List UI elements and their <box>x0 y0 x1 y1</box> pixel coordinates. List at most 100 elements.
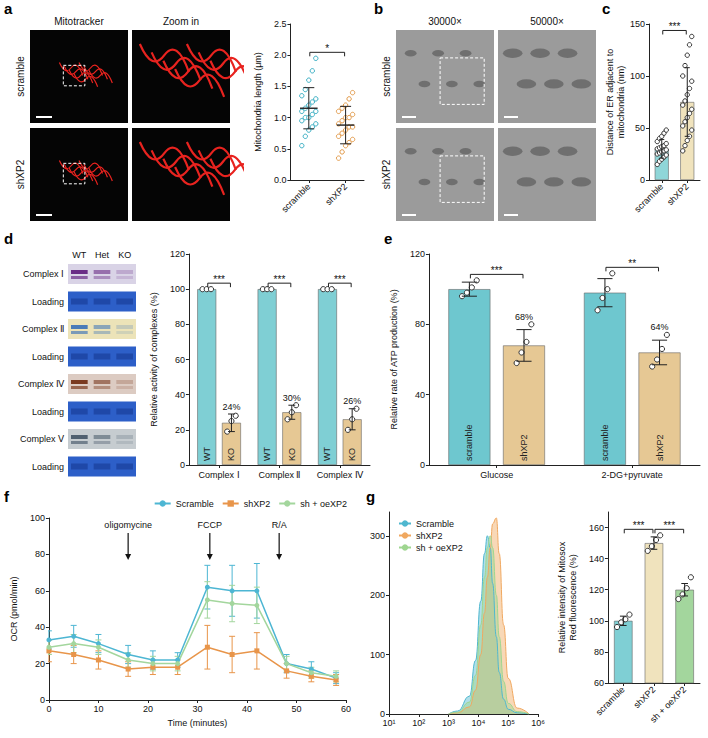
svg-text:shXP2: shXP2 <box>244 499 271 509</box>
svg-text:Complex Ⅳ: Complex Ⅳ <box>317 470 364 480</box>
svg-text:10⁴: 10⁴ <box>471 718 485 728</box>
svg-text:200: 200 <box>370 590 385 600</box>
svg-text:0: 0 <box>180 460 185 470</box>
svg-text:60: 60 <box>35 586 45 596</box>
svg-text:***: *** <box>669 21 681 32</box>
svg-text:Glucose: Glucose <box>480 470 513 480</box>
svg-text:Scramble: Scramble <box>176 499 214 509</box>
svg-text:120: 120 <box>589 585 604 595</box>
svg-text:10¹: 10¹ <box>382 718 395 728</box>
svg-text:Complex Ⅱ: Complex Ⅱ <box>258 470 300 480</box>
svg-text:40: 40 <box>175 390 185 400</box>
svg-text:sh + oeXP2: sh + oeXP2 <box>416 543 463 553</box>
svg-text:60: 60 <box>175 355 185 365</box>
svg-text:*: * <box>325 43 329 54</box>
svg-text:2-DG+pyruvate: 2-DG+pyruvate <box>602 470 663 480</box>
svg-text:50000×: 50000× <box>530 16 564 27</box>
svg-text:Het: Het <box>95 250 110 260</box>
svg-text:Loading: Loading <box>32 297 64 307</box>
svg-text:10⁵: 10⁵ <box>501 718 515 728</box>
svg-text:40: 40 <box>415 390 425 400</box>
svg-text:WT: WT <box>322 447 332 461</box>
svg-text:scramble: scramble <box>594 684 627 717</box>
svg-text:68%: 68% <box>515 312 533 322</box>
svg-text:Scramble: Scramble <box>416 519 454 529</box>
svg-text:2.5: 2.5 <box>274 19 287 29</box>
svg-text:150: 150 <box>630 19 645 29</box>
svg-text:30000×: 30000× <box>428 16 462 27</box>
svg-text:160: 160 <box>589 523 604 533</box>
svg-text:**: ** <box>628 258 636 269</box>
svg-text:0.0: 0.0 <box>274 175 287 185</box>
svg-text:scramble: scramble <box>15 56 26 97</box>
svg-text:oligomycine: oligomycine <box>104 520 152 530</box>
svg-text:FCCP: FCCP <box>198 520 223 530</box>
svg-text:WT: WT <box>202 447 212 461</box>
svg-text:shXP2: shXP2 <box>416 531 443 541</box>
svg-text:20: 20 <box>175 425 185 435</box>
svg-text:shXP2: shXP2 <box>381 159 392 189</box>
svg-text:0: 0 <box>640 175 645 185</box>
svg-text:60: 60 <box>341 704 351 714</box>
svg-text:2.0: 2.0 <box>274 50 287 60</box>
svg-text:shXP2: shXP2 <box>655 434 665 461</box>
svg-text:Relative activity of complexes: Relative activity of complexes (%) <box>149 292 159 427</box>
svg-text:40: 40 <box>35 622 45 632</box>
svg-text:***: *** <box>491 265 503 276</box>
svg-text:shXP2: shXP2 <box>323 181 349 207</box>
svg-text:KO: KO <box>118 250 131 260</box>
svg-text:Complex Ⅰ: Complex Ⅰ <box>23 269 64 279</box>
svg-text:24%: 24% <box>222 402 240 412</box>
svg-text:***: *** <box>663 520 675 531</box>
svg-text:0: 0 <box>46 704 51 714</box>
svg-text:***: *** <box>213 274 225 285</box>
svg-text:1.5: 1.5 <box>274 81 287 91</box>
svg-text:100: 100 <box>370 650 385 660</box>
svg-text:scramble: scramble <box>600 424 610 461</box>
svg-text:KO: KO <box>347 448 357 461</box>
svg-text:Relative intensity of Mitosox: Relative intensity of Mitosox <box>557 541 567 653</box>
svg-text:***: *** <box>334 274 346 285</box>
svg-text:Complex Ⅴ: Complex Ⅴ <box>20 434 65 444</box>
svg-text:40: 40 <box>242 704 252 714</box>
svg-text:KO: KO <box>226 448 236 461</box>
svg-text:sh + oeXP2: sh + oeXP2 <box>648 684 688 724</box>
svg-text:30: 30 <box>192 704 202 714</box>
svg-text:20: 20 <box>143 704 153 714</box>
svg-text:10³: 10³ <box>442 718 455 728</box>
svg-text:0: 0 <box>40 695 45 705</box>
svg-text:100: 100 <box>30 513 45 523</box>
svg-text:WT: WT <box>72 250 86 260</box>
svg-text:0: 0 <box>420 460 425 470</box>
svg-text:scramble: scramble <box>464 424 474 461</box>
svg-text:shXP2: shXP2 <box>15 159 26 189</box>
svg-text:sh + oeXP2: sh + oeXP2 <box>300 499 347 509</box>
svg-text:80: 80 <box>594 647 604 657</box>
svg-text:Loading: Loading <box>32 407 64 417</box>
svg-text:60: 60 <box>594 678 604 688</box>
svg-text:26%: 26% <box>343 396 361 406</box>
svg-text:Mitotracker: Mitotracker <box>54 16 104 27</box>
svg-text:Mitochondria length (μm): Mitochondria length (μm) <box>253 52 263 152</box>
svg-text:20: 20 <box>35 659 45 669</box>
svg-text:100: 100 <box>589 616 604 626</box>
svg-text:50: 50 <box>291 704 301 714</box>
svg-text:80: 80 <box>415 319 425 329</box>
svg-text:mitochondria (nm): mitochondria (nm) <box>616 66 626 139</box>
svg-text:Complex Ⅳ: Complex Ⅳ <box>18 379 65 389</box>
svg-text:120: 120 <box>170 249 185 259</box>
svg-text:***: *** <box>274 274 286 285</box>
svg-text:10²: 10² <box>412 718 425 728</box>
svg-text:10: 10 <box>93 704 103 714</box>
svg-text:scramble: scramble <box>632 181 665 214</box>
svg-text:scramble: scramble <box>279 181 312 214</box>
svg-text:scramble: scramble <box>381 56 392 97</box>
svg-text:120: 120 <box>410 249 425 259</box>
svg-text:80: 80 <box>175 319 185 329</box>
svg-text:shXP2: shXP2 <box>519 434 529 461</box>
svg-text:KO: KO <box>287 448 297 461</box>
svg-text:100: 100 <box>630 71 645 81</box>
svg-text:WT: WT <box>262 447 272 461</box>
svg-text:100: 100 <box>170 284 185 294</box>
svg-text:Complex Ⅱ: Complex Ⅱ <box>22 324 64 334</box>
